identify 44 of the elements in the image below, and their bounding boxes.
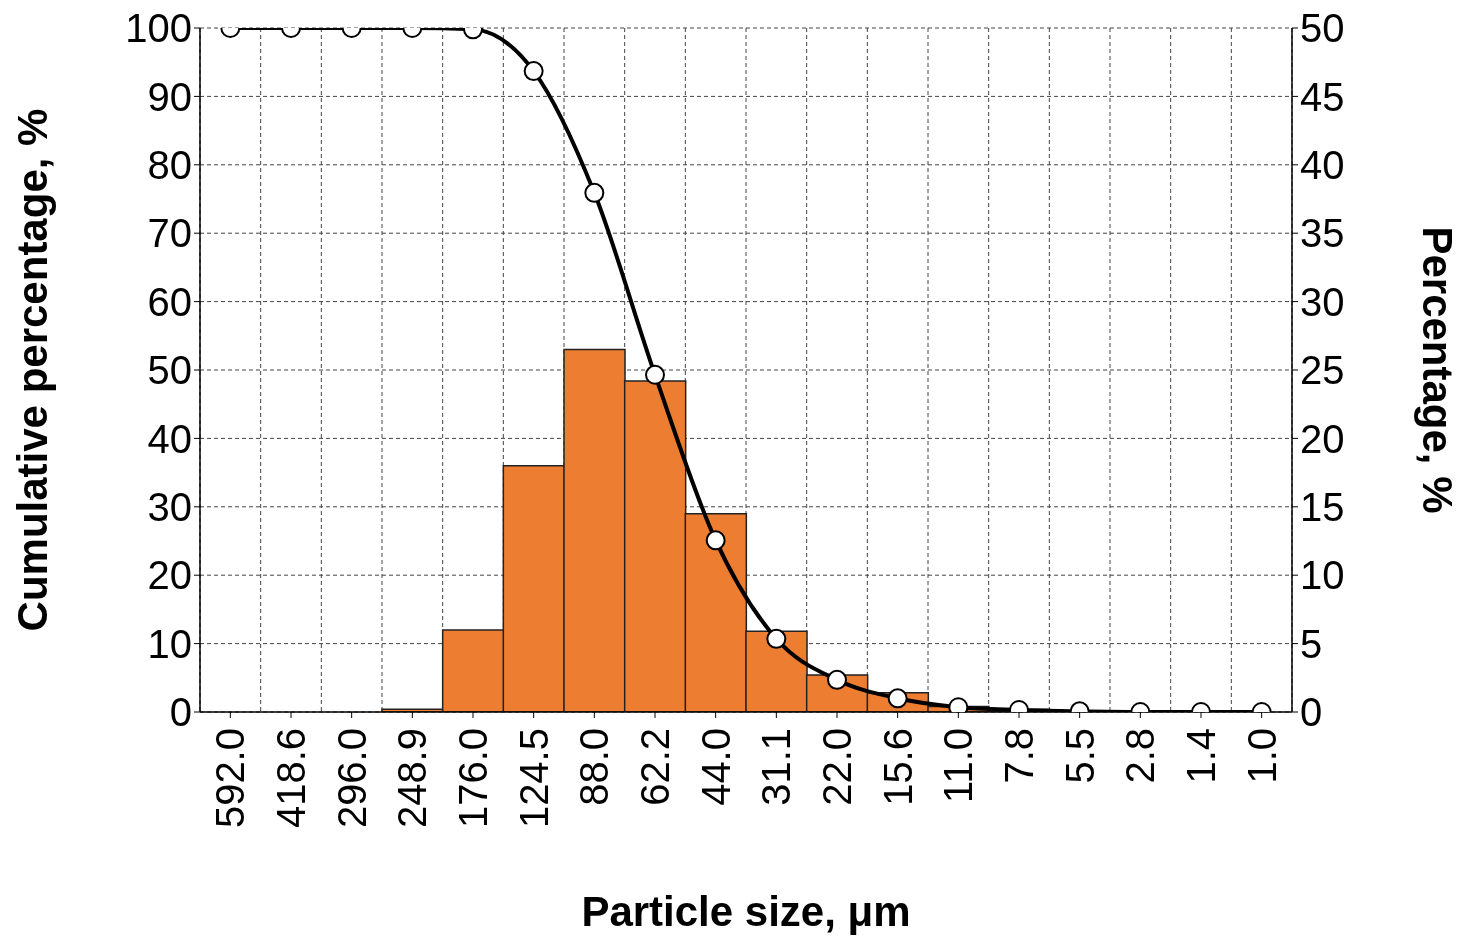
y-tick-label: 10 — [147, 621, 192, 666]
point — [645, 364, 665, 385]
x-tick-label: 1.0 — [1239, 728, 1284, 784]
y-tick-label: 90 — [147, 74, 192, 119]
y-tick-label: 50 — [147, 348, 192, 393]
y-tick-label: 30 — [147, 485, 192, 529]
y2-tick-label: 15 — [1300, 485, 1345, 529]
y2-tick-label: 45 — [1300, 74, 1345, 119]
x-tick-label: 296.0 — [329, 728, 374, 829]
x-tick-label: 11.0 — [936, 728, 981, 803]
x-tick-label: 62.2 — [633, 728, 677, 806]
x-tick-label: 592.0 — [208, 728, 253, 829]
y2-tick-label: 20 — [1300, 416, 1345, 461]
x-tick-label: 7.8 — [997, 728, 1041, 784]
y-tick-label: 0 — [169, 690, 192, 735]
y2-tick-label: 30 — [1300, 279, 1345, 324]
y-tick-label: 70 — [147, 211, 192, 256]
y-tick-label: 80 — [147, 143, 192, 187]
x-tick-label: 22.0 — [815, 728, 859, 806]
x-tick-label: 15.6 — [875, 728, 920, 806]
x-tick-label: 176.0 — [451, 728, 495, 829]
y2-axis-title: Percentage, % — [1414, 226, 1462, 514]
x-tick-label: 5.5 — [1057, 728, 1102, 784]
y2-tick-label: 40 — [1300, 143, 1345, 187]
x-tick-label: 31.1 — [754, 728, 799, 806]
y2-tick-label: 5 — [1300, 621, 1323, 666]
x-tick-label: 124.5 — [511, 728, 556, 829]
y2-tick-label: 0 — [1300, 690, 1323, 735]
y2-tick-label: 25 — [1300, 348, 1345, 393]
x-tick-label: 418.6 — [269, 728, 313, 829]
y2-tick-label: 50 — [1300, 6, 1345, 51]
y-axis-title: Cumulative percentage, % — [8, 108, 56, 632]
x-tick-label: 44.0 — [693, 728, 738, 806]
x-tick-label: 88.0 — [572, 728, 617, 806]
y-tick-label: 40 — [147, 416, 192, 461]
y-tick-label: 60 — [147, 279, 192, 324]
y2-tick-label: 35 — [1300, 211, 1345, 256]
x-tick-label: 2.8 — [1118, 728, 1163, 784]
x-tick-label: 1.4 — [1179, 728, 1223, 784]
y-tick-label: 100 — [125, 6, 192, 51]
y-tick-label: 20 — [147, 553, 192, 598]
y2-tick-label: 10 — [1300, 553, 1345, 598]
x-axis-title: Particle size, μm — [581, 888, 911, 935]
x-tick-label: 248.9 — [390, 728, 435, 829]
